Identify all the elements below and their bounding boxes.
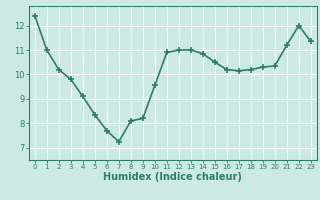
X-axis label: Humidex (Indice chaleur): Humidex (Indice chaleur) [103, 172, 242, 182]
